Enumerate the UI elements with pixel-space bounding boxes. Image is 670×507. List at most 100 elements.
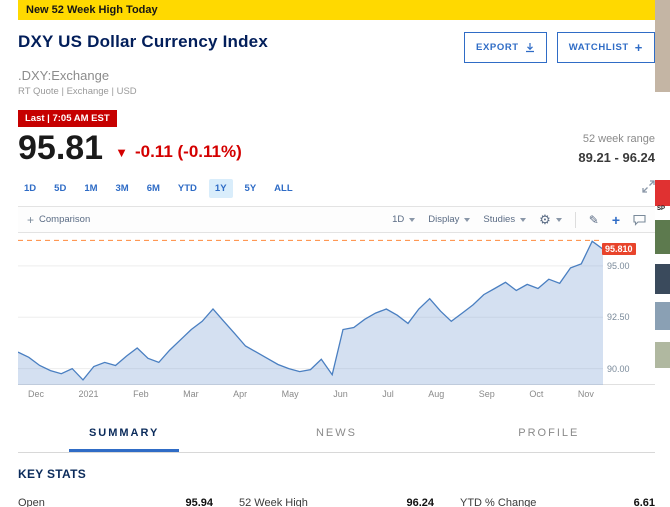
time-tab-6m[interactable]: 6M <box>146 183 160 194</box>
tab-summary[interactable]: SUMMARY <box>18 417 230 452</box>
time-tab-5y[interactable]: 5Y <box>244 183 257 194</box>
chevron-down-icon <box>555 217 562 222</box>
comment-bubble-icon[interactable] <box>633 214 646 226</box>
tab-label: NEWS <box>315 427 357 439</box>
time-tab-3m[interactable]: 3M <box>115 183 129 194</box>
chevron-down-icon <box>520 217 527 222</box>
last-price: 95.81 <box>18 129 104 167</box>
y-axis-tick: 90.00 <box>607 363 630 374</box>
key-stat-value: 6.61 <box>633 497 655 507</box>
chevron-down-icon <box>409 217 416 222</box>
new-high-banner: New 52 Week High Today <box>18 0 655 20</box>
symbol-text: .DXY:Exchange <box>18 68 110 83</box>
right-rail-block <box>655 0 670 92</box>
x-axis-label: Nov <box>577 389 594 399</box>
x-axis-label: Dec <box>28 389 45 399</box>
time-tab-1y[interactable]: 1Y <box>208 179 233 198</box>
export-button[interactable]: EXPORT <box>464 32 547 63</box>
x-axis-label: May <box>281 389 299 399</box>
studies-label: Studies <box>483 214 516 225</box>
right-rail-block <box>655 330 670 342</box>
last-price-tag: 95.810 <box>602 243 636 256</box>
display-label: Display <box>428 214 460 225</box>
chart-toolbar: + Comparison 1D Display Studies ⚙ <box>18 206 655 233</box>
gear-icon: ⚙ <box>539 211 551 227</box>
range-label: 52 week range <box>582 133 655 145</box>
x-axis-label: Sep <box>478 389 495 399</box>
right-rail-block <box>655 220 670 254</box>
right-rail-block <box>655 294 670 302</box>
comparison-plus-icon: + <box>27 212 35 227</box>
key-stat-value: 95.94 <box>185 497 213 507</box>
time-tab-5d[interactable]: 5D <box>54 183 67 194</box>
x-axis-label: 2021 <box>78 389 99 399</box>
x-axis-label: Apr <box>233 389 248 399</box>
watchlist-button-label: WATCHLIST <box>568 42 629 53</box>
right-rail-block <box>655 302 670 330</box>
right-rail-block <box>655 264 670 294</box>
interval-label: 1D <box>392 214 405 225</box>
expand-chart-icon[interactable] <box>642 179 655 198</box>
price-change: -0.11 (-0.11%) <box>134 142 242 161</box>
page-title: DXY US Dollar Currency Index <box>18 32 268 51</box>
last-time-badge: Last | 7:05 AM EST <box>18 110 117 127</box>
key-stats-heading: KEY STATS <box>18 467 87 481</box>
tab-label: PROFILE <box>518 427 580 439</box>
right-rail-block <box>655 254 670 264</box>
comparison-button[interactable]: + Comparison <box>27 213 90 227</box>
tab-profile[interactable]: PROFILE <box>443 417 655 452</box>
x-axis-label: Jul <box>382 389 394 399</box>
toolbar-divider <box>574 211 576 228</box>
header-buttons: EXPORT WATCHLIST + <box>464 32 655 63</box>
time-tab-1m[interactable]: 1M <box>84 183 98 194</box>
key-stat-row: 52 Week High 96.24 <box>239 489 434 507</box>
key-stat-label: YTD % Change <box>460 497 537 507</box>
x-axis-label: Mar <box>183 389 199 399</box>
key-stat-label: 52 Week High <box>239 497 308 507</box>
main-column: New 52 Week High Today DXY US Dollar Cur… <box>18 0 655 507</box>
watchlist-button[interactable]: WATCHLIST + <box>556 32 655 63</box>
range-box: 52 week range 89.21 - 96.24 <box>578 133 655 165</box>
time-tab-all[interactable]: ALL <box>274 183 293 194</box>
export-icon <box>525 42 535 53</box>
export-button-label: EXPORT <box>476 42 519 53</box>
range-value: 89.21 - 96.24 <box>578 150 655 165</box>
key-stat-row: Open 95.94 <box>18 489 213 507</box>
plus-icon: + <box>634 40 643 55</box>
key-stat-value: 96.24 <box>406 497 434 507</box>
crosshair-icon[interactable]: + <box>611 211 620 228</box>
comparison-label: Comparison <box>39 214 91 225</box>
right-rail-block <box>655 342 670 368</box>
x-axis-label: Oct <box>529 389 544 399</box>
quote-meta: RT Quote | Exchange | USD <box>18 86 137 97</box>
tab-label: SUMMARY <box>68 427 180 452</box>
x-axis-label: Jun <box>333 389 348 399</box>
x-axis-label: Aug <box>428 389 445 399</box>
settings-dropdown[interactable]: ⚙ <box>539 212 562 228</box>
chart-x-axis: Dec 2021 Feb Mar Apr May Jun Jul Aug Sep Oct Nov <box>28 389 594 399</box>
chevron-down-icon <box>464 217 471 222</box>
right-rail-block <box>655 92 670 180</box>
display-dropdown[interactable]: Display <box>428 214 471 225</box>
right-rail-block <box>655 180 670 206</box>
studies-dropdown[interactable]: Studies <box>483 214 527 225</box>
section-tabs: SUMMARY NEWS PROFILE <box>18 417 655 453</box>
down-arrow-icon: ▼ <box>115 145 128 160</box>
interval-dropdown[interactable]: 1D <box>392 214 416 225</box>
tab-news[interactable]: NEWS <box>230 417 442 452</box>
y-axis-tick: 92.50 <box>607 312 630 323</box>
price-row: 95.81 ▼ -0.11 (-0.11%) 52 week range 89.… <box>18 131 655 165</box>
toolbar-right: 1D Display Studies ⚙ ✎ + <box>392 211 646 228</box>
key-stat-row: YTD % Change 6.61 <box>460 489 655 507</box>
draw-pencil-icon[interactable]: ✎ <box>588 212 599 227</box>
price-chart-svg <box>18 239 603 385</box>
x-axis-label: Feb <box>133 389 149 399</box>
time-range-tabs: 1D 5D 1M 3M 6M YTD 1Y 5Y ALL <box>18 179 655 198</box>
time-tab-ytd[interactable]: YTD <box>177 183 197 194</box>
key-stats-section: KEY STATS Open 95.94 52 Week High 96.24 YTD … <box>18 467 655 507</box>
y-axis-tick: 95.00 <box>607 260 630 271</box>
price-chart[interactable]: 95.810 95.00 92.50 90.00 <box>18 233 655 385</box>
key-stats-grid: Open 95.94 52 Week High 96.24 YTD % Change 6.… <box>18 489 655 507</box>
time-tab-1d[interactable]: 1D <box>24 183 37 194</box>
